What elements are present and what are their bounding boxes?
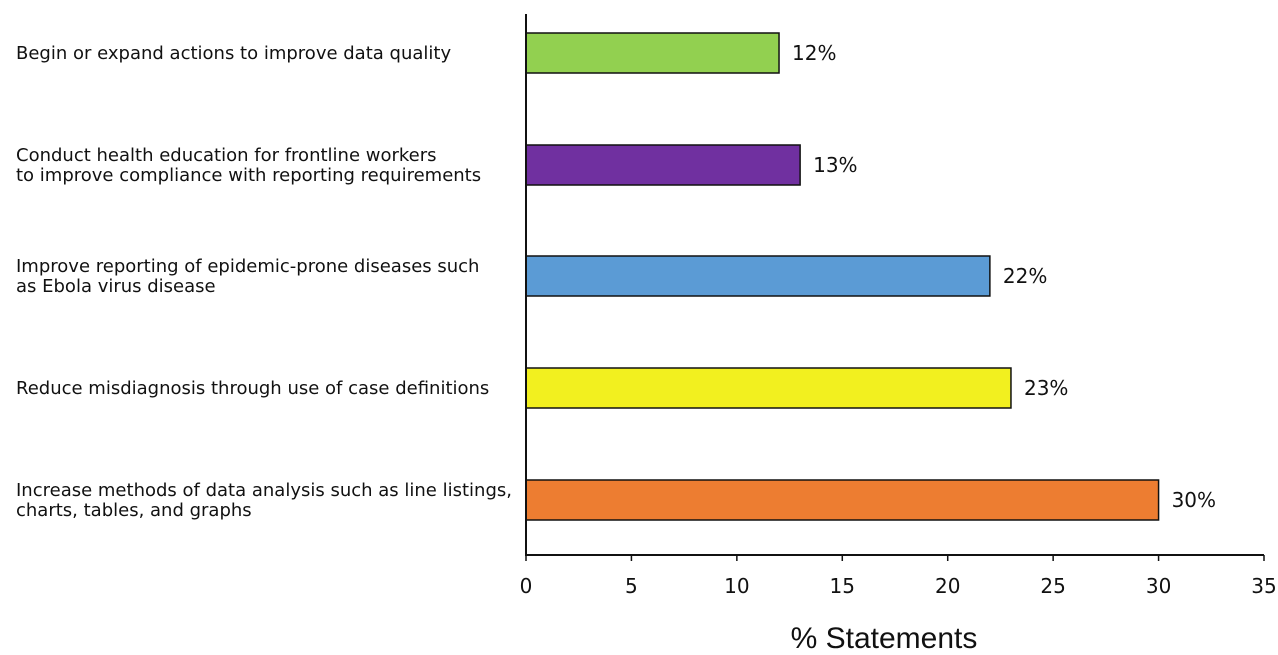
category-label-line: Improve reporting of epidemic-prone dise… bbox=[16, 256, 479, 277]
axes-group bbox=[525, 14, 1265, 561]
x-tick-label-20: 20 bbox=[935, 574, 960, 598]
x-tick-label-15: 15 bbox=[830, 574, 855, 598]
x-tick-label-10: 10 bbox=[724, 574, 749, 598]
category-label-line: as Ebola virus disease bbox=[16, 276, 216, 297]
bar-4 bbox=[525, 367, 1012, 409]
bars-group bbox=[525, 32, 1160, 521]
category-label-2: Conduct health education for frontline w… bbox=[16, 145, 481, 186]
x-tick-label-35: 35 bbox=[1251, 574, 1276, 598]
x-tick-label-30: 30 bbox=[1146, 574, 1171, 598]
category-label-line: Conduct health education for frontline w… bbox=[16, 145, 437, 166]
category-label-3: Improve reporting of epidemic-prone dise… bbox=[16, 256, 479, 297]
category-label-line: Reduce misdiagnosis through use of case … bbox=[16, 378, 489, 399]
value-label-2: 13% bbox=[813, 153, 857, 177]
x-axis-title: % Statements bbox=[791, 622, 978, 651]
category-label-5: Increase methods of data analysis such a… bbox=[16, 480, 512, 521]
value-label-4: 23% bbox=[1024, 376, 1068, 400]
value-label-5: 30% bbox=[1172, 488, 1216, 512]
category-label-line: Increase methods of data analysis such a… bbox=[16, 480, 512, 501]
category-label-4: Reduce misdiagnosis through use of case … bbox=[16, 378, 489, 399]
bar-1 bbox=[525, 32, 780, 74]
x-tick-label-0: 0 bbox=[520, 574, 533, 598]
bar-2 bbox=[525, 144, 801, 186]
value-label-1: 12% bbox=[792, 41, 836, 65]
category-label-line: charts, tables, and graphs bbox=[16, 500, 252, 521]
category-label-line: to improve compliance with reporting req… bbox=[16, 165, 481, 186]
labels-group: 12% Begin or expand actions to improve da… bbox=[16, 41, 1277, 598]
value-label-3: 22% bbox=[1003, 264, 1047, 288]
bar-5 bbox=[525, 479, 1160, 521]
category-label-1: Begin or expand actions to improve data … bbox=[16, 43, 451, 64]
bar-3 bbox=[525, 255, 991, 297]
category-label-line: Begin or expand actions to improve data … bbox=[16, 43, 451, 64]
x-tick-label-25: 25 bbox=[1040, 574, 1065, 598]
x-tick-label-5: 5 bbox=[625, 574, 638, 598]
